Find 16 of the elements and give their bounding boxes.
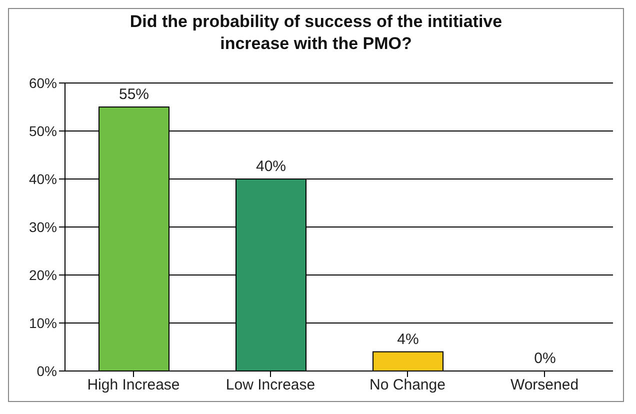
y-tick-label: 40% <box>28 170 57 187</box>
x-tick-label: Low Increase <box>226 376 316 394</box>
data-label: 4% <box>397 330 419 348</box>
y-tick-label: 60% <box>28 74 57 91</box>
y-tick-label: 10% <box>28 314 57 331</box>
x-tick-label: No Change <box>370 376 446 394</box>
y-tick-label: 50% <box>28 122 57 139</box>
x-tick-label: Worsened <box>510 376 579 394</box>
data-label: 0% <box>534 350 556 367</box>
y-tick-label: 30% <box>28 218 57 235</box>
y-tick-label: 20% <box>28 266 57 283</box>
data-label: 40% <box>256 158 286 175</box>
chart-title: Did the probability of success of the intitiative increase with the PMO? <box>128 11 504 55</box>
y-tick-label: 0% <box>36 362 57 379</box>
x-tick-label: High Increase <box>87 376 180 394</box>
data-label: 55% <box>118 86 150 103</box>
